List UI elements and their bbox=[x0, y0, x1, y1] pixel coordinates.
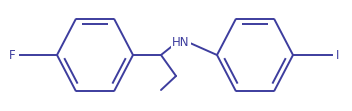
Text: I: I bbox=[336, 49, 340, 61]
Text: HN: HN bbox=[172, 36, 190, 49]
Text: F: F bbox=[9, 49, 15, 61]
